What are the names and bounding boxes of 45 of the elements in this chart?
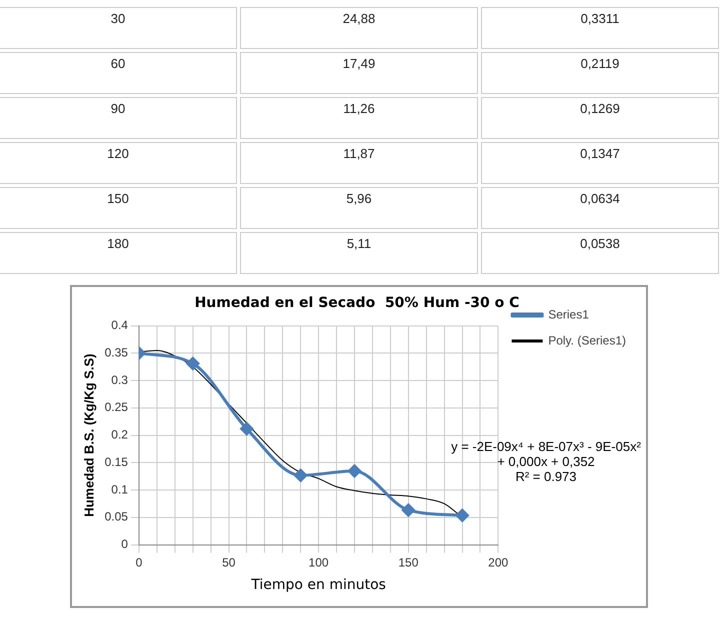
text: 0,0634 — [481, 187, 719, 229]
point — [348, 464, 361, 478]
text: 5,96 — [240, 187, 478, 229]
text: 30 — [0, 7, 237, 49]
text: 0,0538 — [481, 232, 719, 274]
text: 150 — [0, 187, 237, 229]
point — [186, 357, 200, 370]
y-tick-label: 0.15 — [104, 454, 128, 469]
x-axis-title: Tiempo en minutos — [250, 577, 386, 594]
text: 0,1347 — [481, 142, 719, 184]
text: 11,87 — [240, 142, 478, 184]
text: 90 — [0, 97, 237, 139]
text: 0,1269 — [481, 97, 719, 139]
text: R² = 0.973 — [514, 469, 578, 484]
y-tick-label: 0.35 — [104, 345, 128, 360]
point — [456, 508, 469, 522]
y-axis-title: Humedad B.S. (Kg/Kg S.S) — [81, 354, 96, 517]
annotation: y = -2E-09x⁴ + 8E-07x³ - 9E-05x² + 0,000x + 0,352 — [450, 439, 642, 469]
y-tick-label: 0.25 — [104, 400, 128, 414]
text: 0,3311 — [481, 7, 719, 49]
point — [240, 422, 254, 436]
point — [294, 468, 308, 482]
x-tick-label: 150 — [398, 555, 419, 570]
legend-label: Series1 — [548, 307, 590, 322]
text: 180 — [0, 232, 237, 274]
y-tick-label: 0.2 — [111, 428, 128, 442]
text: 24,88 — [240, 7, 478, 49]
x-tick-label: 100 — [308, 555, 329, 570]
x-tick-label: 50 — [222, 555, 236, 570]
text: 60 — [0, 52, 237, 94]
text: 120 — [0, 142, 237, 184]
text: 5,11 — [240, 232, 478, 274]
x-tick-label: 0 — [136, 555, 143, 570]
y-tick-label: 0 — [121, 537, 128, 552]
y-tick-label: 0.3 — [111, 372, 128, 387]
text: 11,26 — [240, 97, 478, 139]
text: 17,49 — [240, 52, 478, 94]
y-tick-label: 0.05 — [104, 510, 128, 524]
x-tick-label: 200 — [488, 555, 509, 570]
y-tick-label: 0.4 — [111, 318, 128, 332]
legend-label: Poly. (Series1) — [548, 333, 626, 348]
text: 0,2119 — [481, 52, 719, 94]
chart-title: Humedad en el Secado 50% Hum -30 o C — [194, 295, 520, 312]
y-tick-label: 0.1 — [111, 482, 128, 496]
point — [402, 504, 415, 517]
